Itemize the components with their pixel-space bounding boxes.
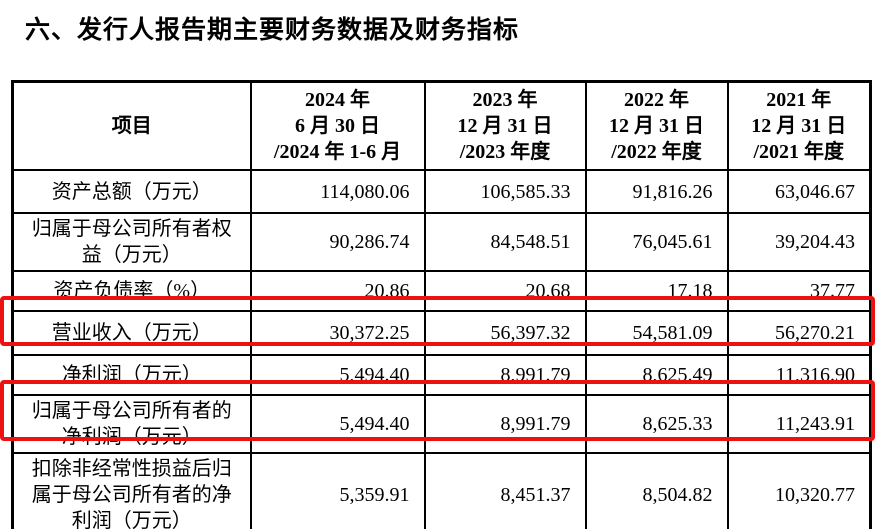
table-row-total-assets: 资产总额（万元） 114,080.06 106,585.33 91,816.26…	[11, 169, 872, 214]
row-label: 营业收入（万元）	[11, 310, 252, 356]
row-label: 净利润（万元）	[11, 354, 252, 396]
cell-value: 5,494.40	[249, 394, 426, 454]
cell-value: 8,504.82	[584, 452, 729, 529]
cell-value: 5,494.40	[249, 354, 426, 396]
cell-value: 37.77	[726, 270, 872, 312]
cell-value: 11,243.91	[726, 394, 872, 454]
cell-value: 30,372.25	[249, 310, 426, 356]
header-period-2024: 2024 年 6 月 30 日 /2024 年 1-6 月	[249, 80, 426, 171]
cell-value: 106,585.33	[423, 169, 587, 214]
cell-value: 39,204.43	[726, 212, 872, 272]
cell-value: 20.86	[249, 270, 426, 312]
cell-value: 56,397.32	[423, 310, 587, 356]
table-row-debt-ratio: 资产负债率（%） 20.86 20.68 17.18 37.77	[11, 270, 872, 312]
cell-value: 8,625.49	[584, 354, 729, 396]
cell-value: 84,548.51	[423, 212, 587, 272]
header-item: 项目	[11, 80, 252, 171]
cell-value: 54,581.09	[584, 310, 729, 356]
cell-value: 8,451.37	[423, 452, 587, 529]
cell-value: 17.18	[584, 270, 729, 312]
cell-value: 10,320.77	[726, 452, 872, 529]
cell-value: 8,625.33	[584, 394, 729, 454]
cell-value: 114,080.06	[249, 169, 426, 214]
cell-value: 63,046.67	[726, 169, 872, 214]
cell-value: 11,316.90	[726, 354, 872, 396]
table-row-deducted-net-profit: 扣除非经常性损益后归 属于母公司所有者的净 利润（万元） 5,359.91 8,…	[11, 452, 872, 529]
table-header-row: 项目 2024 年 6 月 30 日 /2024 年 1-6 月 2023 年 …	[11, 80, 872, 171]
header-period-2022: 2022 年 12 月 31 日 /2022 年度	[584, 80, 729, 171]
row-label: 归属于母公司所有者的 净利润（万元）	[11, 394, 252, 454]
row-label: 归属于母公司所有者权 益（万元）	[11, 212, 252, 272]
cell-value: 76,045.61	[584, 212, 729, 272]
header-period-2023: 2023 年 12 月 31 日 /2023 年度	[423, 80, 587, 171]
row-label: 资产负债率（%）	[11, 270, 252, 312]
header-period-2021: 2021 年 12 月 31 日 /2021 年度	[726, 80, 872, 171]
table-row-net-profit: 净利润（万元） 5,494.40 8,991.79 8,625.49 11,31…	[11, 354, 872, 396]
table-row-parent-net-profit: 归属于母公司所有者的 净利润（万元） 5,494.40 8,991.79 8,6…	[11, 394, 872, 454]
cell-value: 91,816.26	[584, 169, 729, 214]
cell-value: 20.68	[423, 270, 587, 312]
cell-value: 5,359.91	[249, 452, 426, 529]
cell-value: 8,991.79	[423, 394, 587, 454]
financial-data-table: 项目 2024 年 6 月 30 日 /2024 年 1-6 月 2023 年 …	[11, 80, 872, 529]
row-label: 扣除非经常性损益后归 属于母公司所有者的净 利润（万元）	[11, 452, 252, 529]
table-row-parent-equity: 归属于母公司所有者权 益（万元） 90,286.74 84,548.51 76,…	[11, 212, 872, 272]
table-row-operating-revenue: 营业收入（万元） 30,372.25 56,397.32 54,581.09 5…	[11, 310, 872, 356]
cell-value: 90,286.74	[249, 212, 426, 272]
cell-value: 56,270.21	[726, 310, 872, 356]
section-title: 六、发行人报告期主要财务数据及财务指标	[25, 16, 520, 44]
cell-value: 8,991.79	[423, 354, 587, 396]
row-label: 资产总额（万元）	[11, 169, 252, 214]
